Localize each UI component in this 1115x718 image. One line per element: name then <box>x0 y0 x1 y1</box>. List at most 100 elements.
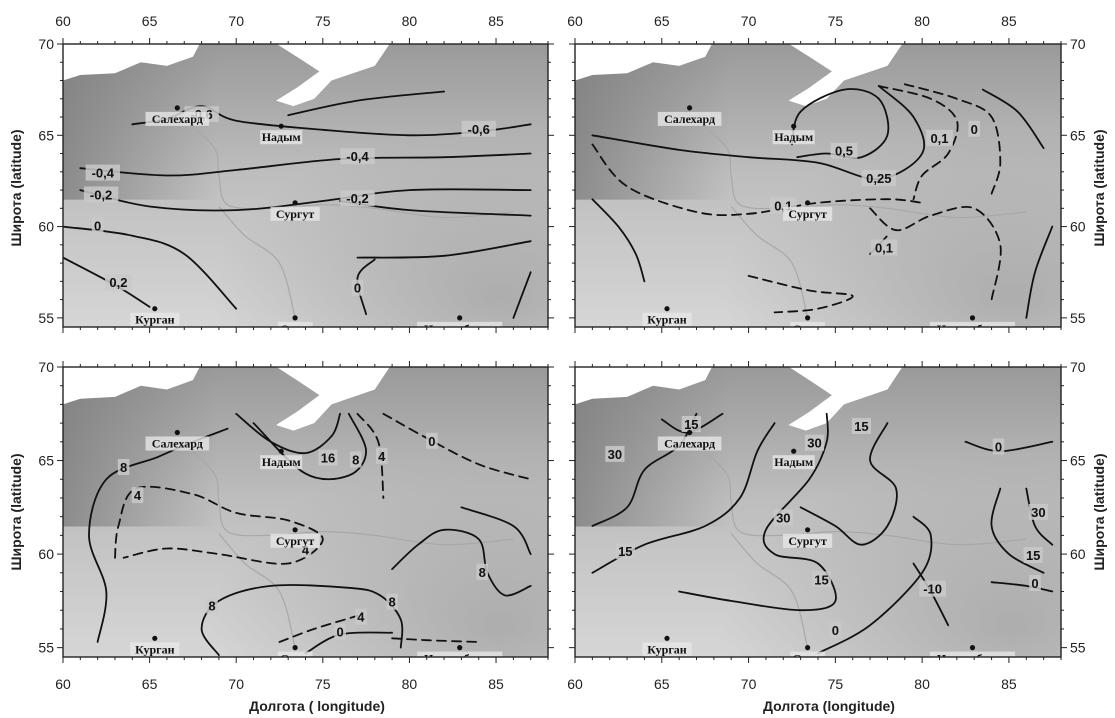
contour-label: -0,2 <box>346 191 368 206</box>
y-tick-label: 70 <box>1070 36 1086 52</box>
contour-label: 30 <box>1031 505 1045 520</box>
contour-line <box>678 412 837 612</box>
contour-label-bg <box>461 120 496 137</box>
y-tick-label: 60 <box>38 219 54 235</box>
contour-line <box>869 206 1002 301</box>
city-label-bg <box>260 455 303 470</box>
contour-label: 30 <box>807 436 821 451</box>
city-label: Надым <box>774 455 813 469</box>
contour-label-bg <box>375 447 388 464</box>
contour-line <box>512 271 532 319</box>
y-tick-label: 65 <box>38 127 54 143</box>
city-label-bg <box>260 130 303 145</box>
contour-label-bg <box>386 593 398 610</box>
contour-line <box>356 240 532 259</box>
contour-label: 0 <box>995 440 1002 455</box>
contour-line <box>287 90 445 117</box>
contour-label: -0,2 <box>90 188 112 203</box>
x-tick-label: 70 <box>741 676 757 692</box>
gulf-of-ob <box>276 367 390 431</box>
river <box>218 533 296 648</box>
city-label: Салехард <box>664 112 715 126</box>
city-label: Курган <box>135 313 175 327</box>
contour-label-bg <box>206 597 218 614</box>
city-label-bg <box>790 651 825 657</box>
contour-label: 15 <box>684 417 698 432</box>
contour-label: 15 <box>618 544 632 559</box>
contour-label-bg <box>117 459 130 475</box>
city-marker <box>292 200 298 206</box>
y-axis-title-left-top: Широта (latitude) <box>8 129 24 246</box>
contour-label-bg <box>830 142 858 159</box>
x-tick-label: 70 <box>228 676 244 692</box>
map-panel-top-left: -0,6-0,6-0,4-0,4-0,2-0,200,20СалехардНад… <box>57 38 554 333</box>
city-label: Салехард <box>152 437 203 451</box>
x-tick-label: 80 <box>914 676 930 692</box>
contour-label: -0,4 <box>346 149 369 164</box>
city-label: Курган <box>135 642 175 656</box>
city-marker <box>292 645 298 651</box>
sea-area <box>63 367 200 405</box>
x-tick-label: 75 <box>828 13 844 29</box>
contour-line <box>460 506 532 555</box>
river <box>218 206 296 319</box>
city-marker <box>805 315 811 321</box>
city-label-bg <box>657 436 722 451</box>
city-label-bg <box>145 436 210 451</box>
contour-label-bg <box>773 509 793 526</box>
contour-line <box>877 85 959 201</box>
contour-label: 0,1 <box>875 241 893 256</box>
contour-line <box>903 83 1002 195</box>
city-label-bg <box>929 321 1016 327</box>
city-label: Курган <box>647 642 687 656</box>
x-axis-title-left: Долгота ( longitude) <box>249 698 385 714</box>
city-label-bg <box>929 651 1016 657</box>
city-label-bg <box>642 312 692 327</box>
gulf-of-ob <box>276 44 390 107</box>
y-tick-label: 65 <box>1070 127 1086 143</box>
x-tick-label: 60 <box>567 676 583 692</box>
contour-label-bg <box>968 120 980 137</box>
contour-line <box>79 188 532 212</box>
contour-label: 8 <box>208 599 215 614</box>
contour-label: 4 <box>378 449 386 464</box>
sea-area <box>575 367 712 405</box>
contour-label-bg <box>605 445 625 462</box>
city-marker <box>292 527 298 533</box>
city-label: Надым <box>262 130 301 144</box>
contour-line <box>356 412 385 499</box>
contour-label-bg <box>919 580 946 597</box>
contour-line <box>382 412 532 481</box>
city-marker <box>278 448 284 454</box>
contour-label-bg <box>105 274 132 291</box>
city-marker <box>805 645 811 651</box>
city-label-bg <box>772 130 815 145</box>
contour-line <box>356 258 376 316</box>
x-tick-label: 80 <box>402 676 418 692</box>
city-label: Сургут <box>276 534 314 548</box>
x-tick-label: 80 <box>402 13 418 29</box>
contour-line <box>391 528 532 597</box>
city-label-bg <box>277 321 313 327</box>
city-label: Надым <box>262 455 301 469</box>
x-tick-label: 75 <box>315 13 331 29</box>
city-marker <box>152 306 158 312</box>
contour-label-bg <box>851 417 871 434</box>
city-marker <box>969 315 976 321</box>
x-axis-title-right: Долгота (longitude) <box>763 698 895 714</box>
x-tick-label: 85 <box>488 676 504 692</box>
contour-label: 0,2 <box>109 275 127 290</box>
right-tick-labels: 70 65 60 55 70 65 60 55 <box>1070 36 1086 656</box>
contour-label: 0 <box>832 623 839 638</box>
contour-label: 0 <box>428 434 435 449</box>
contour-line <box>1025 225 1054 319</box>
contour-label-bg <box>340 190 375 207</box>
city-label: Надым <box>774 130 813 144</box>
x-tick-label: 60 <box>55 13 71 29</box>
contour-line <box>799 422 898 546</box>
city-marker <box>805 200 811 206</box>
city-marker <box>174 429 180 436</box>
river <box>689 109 1027 219</box>
y-tick-label: 65 <box>38 453 54 469</box>
